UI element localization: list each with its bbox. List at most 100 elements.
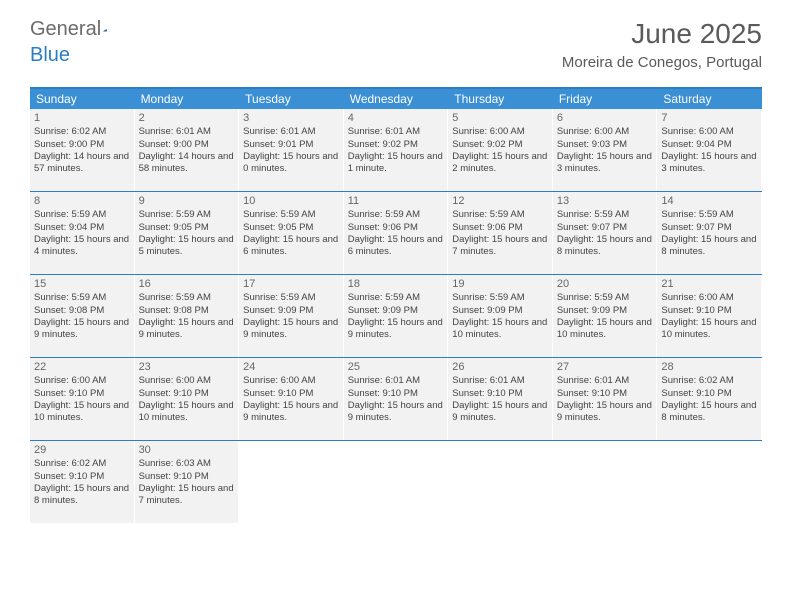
sunset-line: Sunset: 9:02 PM — [348, 139, 444, 151]
sunset-line: Sunset: 9:10 PM — [661, 388, 757, 400]
sunset-line: Sunset: 9:00 PM — [139, 139, 235, 151]
day-cell: 28Sunrise: 6:02 AMSunset: 9:10 PMDayligh… — [657, 358, 761, 440]
day-headers-row: SundayMondayTuesdayWednesdayThursdayFrid… — [30, 89, 762, 109]
sunset-line: Sunset: 9:03 PM — [557, 139, 653, 151]
day-number: 22 — [34, 360, 130, 374]
daylight-line: Daylight: 15 hours and 10 minutes. — [34, 400, 130, 425]
day-cell: 27Sunrise: 6:01 AMSunset: 9:10 PMDayligh… — [553, 358, 657, 440]
day-number: 16 — [139, 277, 235, 291]
daylight-line: Daylight: 15 hours and 9 minutes. — [557, 400, 653, 425]
daylight-line: Daylight: 15 hours and 8 minutes. — [661, 234, 757, 259]
day-number: 12 — [452, 194, 548, 208]
sunset-line: Sunset: 9:07 PM — [661, 222, 757, 234]
day-number: 17 — [243, 277, 339, 291]
sunrise-line: Sunrise: 6:01 AM — [348, 375, 444, 387]
daylight-line: Daylight: 15 hours and 10 minutes. — [452, 317, 548, 342]
day-number: 1 — [34, 111, 130, 125]
day-number: 13 — [557, 194, 653, 208]
day-number: 7 — [661, 111, 757, 125]
day-cell: 22Sunrise: 6:00 AMSunset: 9:10 PMDayligh… — [30, 358, 134, 440]
sunrise-line: Sunrise: 5:59 AM — [452, 292, 548, 304]
daylight-line: Daylight: 15 hours and 4 minutes. — [34, 234, 130, 259]
week-row: 8Sunrise: 5:59 AMSunset: 9:04 PMDaylight… — [30, 192, 762, 275]
day-number: 21 — [661, 277, 757, 291]
day-cell: 12Sunrise: 5:59 AMSunset: 9:06 PMDayligh… — [448, 192, 552, 274]
daylight-line: Daylight: 15 hours and 7 minutes. — [139, 483, 235, 508]
day-cell — [448, 441, 552, 523]
daylight-line: Daylight: 15 hours and 8 minutes. — [557, 234, 653, 259]
day-number: 5 — [452, 111, 548, 125]
logo-triangle-icon — [103, 22, 107, 38]
daylight-line: Daylight: 15 hours and 5 minutes. — [139, 234, 235, 259]
day-number: 6 — [557, 111, 653, 125]
daylight-line: Daylight: 15 hours and 6 minutes. — [348, 234, 444, 259]
day-number: 10 — [243, 194, 339, 208]
sunset-line: Sunset: 9:01 PM — [243, 139, 339, 151]
day-cell: 6Sunrise: 6:00 AMSunset: 9:03 PMDaylight… — [553, 109, 657, 191]
day-cell — [553, 441, 657, 523]
day-number: 11 — [348, 194, 444, 208]
sunrise-line: Sunrise: 6:01 AM — [452, 375, 548, 387]
logo-text-general: General — [30, 18, 101, 41]
logo-text-blue: Blue — [30, 44, 70, 66]
sunset-line: Sunset: 9:02 PM — [452, 139, 548, 151]
sunset-line: Sunset: 9:04 PM — [34, 222, 130, 234]
daylight-line: Daylight: 15 hours and 10 minutes. — [661, 317, 757, 342]
sunrise-line: Sunrise: 6:02 AM — [661, 375, 757, 387]
day-header: Wednesday — [344, 89, 449, 109]
sunrise-line: Sunrise: 5:59 AM — [34, 292, 130, 304]
week-row: 29Sunrise: 6:02 AMSunset: 9:10 PMDayligh… — [30, 441, 762, 523]
sunset-line: Sunset: 9:10 PM — [348, 388, 444, 400]
day-number: 8 — [34, 194, 130, 208]
day-cell: 15Sunrise: 5:59 AMSunset: 9:08 PMDayligh… — [30, 275, 134, 357]
week-row: 22Sunrise: 6:00 AMSunset: 9:10 PMDayligh… — [30, 358, 762, 441]
sunset-line: Sunset: 9:10 PM — [34, 388, 130, 400]
day-number: 23 — [139, 360, 235, 374]
sunset-line: Sunset: 9:09 PM — [348, 305, 444, 317]
day-cell: 3Sunrise: 6:01 AMSunset: 9:01 PMDaylight… — [239, 109, 343, 191]
sunrise-line: Sunrise: 5:59 AM — [557, 209, 653, 221]
header: General June 2025 Moreira de Conegos, Po… — [0, 0, 792, 79]
sunrise-line: Sunrise: 6:01 AM — [557, 375, 653, 387]
day-cell — [239, 441, 343, 523]
sunrise-line: Sunrise: 5:59 AM — [348, 292, 444, 304]
day-cell: 23Sunrise: 6:00 AMSunset: 9:10 PMDayligh… — [135, 358, 239, 440]
daylight-line: Daylight: 15 hours and 10 minutes. — [139, 400, 235, 425]
sunrise-line: Sunrise: 6:00 AM — [661, 126, 757, 138]
daylight-line: Daylight: 14 hours and 58 minutes. — [139, 151, 235, 176]
day-cell: 21Sunrise: 6:00 AMSunset: 9:10 PMDayligh… — [657, 275, 761, 357]
day-cell: 17Sunrise: 5:59 AMSunset: 9:09 PMDayligh… — [239, 275, 343, 357]
day-number: 27 — [557, 360, 653, 374]
day-cell: 25Sunrise: 6:01 AMSunset: 9:10 PMDayligh… — [344, 358, 448, 440]
sunset-line: Sunset: 9:06 PM — [348, 222, 444, 234]
day-number: 2 — [139, 111, 235, 125]
day-number: 9 — [139, 194, 235, 208]
logo: General — [30, 18, 127, 41]
sunset-line: Sunset: 9:09 PM — [452, 305, 548, 317]
day-number: 26 — [452, 360, 548, 374]
day-number: 25 — [348, 360, 444, 374]
daylight-line: Daylight: 15 hours and 9 minutes. — [243, 400, 339, 425]
daylight-line: Daylight: 15 hours and 3 minutes. — [557, 151, 653, 176]
sunrise-line: Sunrise: 5:59 AM — [34, 209, 130, 221]
sunrise-line: Sunrise: 6:00 AM — [243, 375, 339, 387]
daylight-line: Daylight: 15 hours and 9 minutes. — [34, 317, 130, 342]
day-cell: 18Sunrise: 5:59 AMSunset: 9:09 PMDayligh… — [344, 275, 448, 357]
day-cell: 24Sunrise: 6:00 AMSunset: 9:10 PMDayligh… — [239, 358, 343, 440]
sunrise-line: Sunrise: 5:59 AM — [452, 209, 548, 221]
sunset-line: Sunset: 9:05 PM — [139, 222, 235, 234]
sunset-line: Sunset: 9:09 PM — [243, 305, 339, 317]
sunset-line: Sunset: 9:08 PM — [139, 305, 235, 317]
sunset-line: Sunset: 9:04 PM — [661, 139, 757, 151]
sunrise-line: Sunrise: 6:01 AM — [348, 126, 444, 138]
sunrise-line: Sunrise: 5:59 AM — [243, 292, 339, 304]
sunrise-line: Sunrise: 5:59 AM — [243, 209, 339, 221]
day-cell — [344, 441, 448, 523]
daylight-line: Daylight: 15 hours and 1 minute. — [348, 151, 444, 176]
day-cell: 10Sunrise: 5:59 AMSunset: 9:05 PMDayligh… — [239, 192, 343, 274]
sunset-line: Sunset: 9:00 PM — [34, 139, 130, 151]
day-cell: 4Sunrise: 6:01 AMSunset: 9:02 PMDaylight… — [344, 109, 448, 191]
sunrise-line: Sunrise: 6:03 AM — [139, 458, 235, 470]
daylight-line: Daylight: 15 hours and 10 minutes. — [557, 317, 653, 342]
sunset-line: Sunset: 9:10 PM — [243, 388, 339, 400]
